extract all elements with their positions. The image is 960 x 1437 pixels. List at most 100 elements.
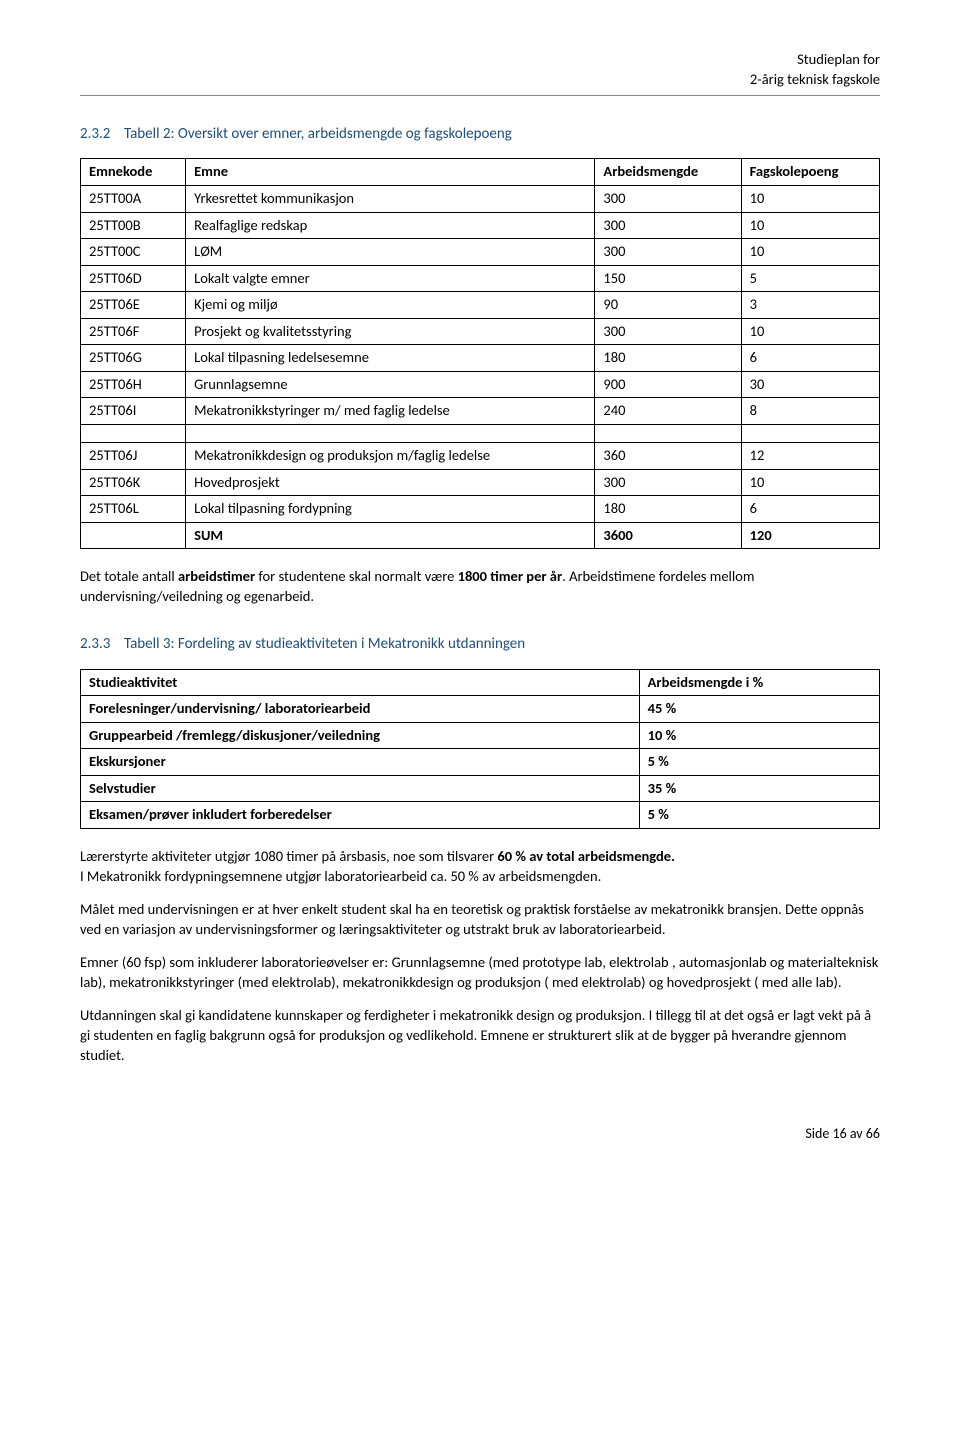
table-cell: 300: [595, 469, 741, 496]
table-row: 25TT06JMekatronikkdesign og produksjon m…: [81, 443, 880, 470]
table-cell: Ekskursjoner: [81, 749, 640, 776]
p-t2-prefix: Det totale antall: [80, 567, 178, 585]
para1-bold: 60 % av total arbeidsmengde.: [497, 847, 675, 865]
table-cell: 10 %: [639, 722, 879, 749]
table-2-sum-row: SUM 3600 120: [81, 522, 880, 549]
table-cell: Lokal tilpasning fordypning: [186, 496, 595, 523]
table-cell: 25TT06E: [81, 292, 186, 319]
header-rule: [80, 95, 880, 96]
table-cell: 5: [741, 265, 879, 292]
table-cell: 25TT06F: [81, 318, 186, 345]
table-row: 25TT06IMekatronikkstyringer m/ med fagli…: [81, 398, 880, 425]
t2-col-emne: Emne: [186, 159, 595, 186]
table-row: Gruppearbeid /fremlegg/diskusjoner/veile…: [81, 722, 880, 749]
table-cell: Forelesninger/undervisning/ laboratoriea…: [81, 696, 640, 723]
table-cell: 25TT06G: [81, 345, 186, 372]
table-3-header-row: Studieaktivitet Arbeidsmengde i %: [81, 669, 880, 696]
para-4: Utdanningen skal gi kandidatene kunnskap…: [80, 1006, 880, 1065]
page-footer: Side 16 av 66: [80, 1125, 880, 1144]
table-cell: 45 %: [639, 696, 879, 723]
t2-col-arbeidsmengde: Arbeidsmengde: [595, 159, 741, 186]
table-cell: 25TT00C: [81, 239, 186, 266]
table-cell: 5 %: [639, 749, 879, 776]
table-cell: Mekatronikkstyringer m/ med faglig ledel…: [186, 398, 595, 425]
table-cell: 6: [741, 345, 879, 372]
table-row: 25TT06FProsjekt og kvalitetsstyring30010: [81, 318, 880, 345]
table-cell: Eksamen/prøver inkludert forberedelser: [81, 802, 640, 829]
table-cell: 360: [595, 443, 741, 470]
table-cell: 300: [595, 239, 741, 266]
table-cell: 25TT06D: [81, 265, 186, 292]
t2-sum-fagskolepoeng: 120: [741, 522, 879, 549]
table-cell: Kjemi og miljø: [186, 292, 595, 319]
table-cell: 35 %: [639, 775, 879, 802]
section-233-title: Tabell 3: Fordeling av studieaktiviteten…: [124, 635, 525, 653]
table-cell: Mekatronikkdesign og produksjon m/faglig…: [186, 443, 595, 470]
table-cell: Hovedprosjekt: [186, 469, 595, 496]
header-line-2: 2-årig teknisk fagskole: [80, 70, 880, 90]
table-cell: 300: [595, 318, 741, 345]
t2-sum-c0: [81, 522, 186, 549]
table-cell: 3: [741, 292, 879, 319]
table-cell: Grunnlagsemne: [186, 371, 595, 398]
table-row: 25TT06KHovedprosjekt30010: [81, 469, 880, 496]
t2-sum-label: SUM: [186, 522, 595, 549]
table-cell: 300: [595, 212, 741, 239]
table-cell: Yrkesrettet kommunikasjon: [186, 185, 595, 212]
t3-col-studieaktivitet: Studieaktivitet: [81, 669, 640, 696]
table-cell: 180: [595, 345, 741, 372]
section-233-number: 2.3.3: [80, 635, 110, 653]
page-header: Studieplan for 2-årig teknisk fagskole: [80, 50, 880, 89]
t3-col-arbeidsmengde: Arbeidsmengde i %: [639, 669, 879, 696]
table-cell: 150: [595, 265, 741, 292]
table-row: 25TT00CLØM30010: [81, 239, 880, 266]
table-cell: 25TT00A: [81, 185, 186, 212]
table-cell: 10: [741, 212, 879, 239]
para-2: Målet med undervisningen er at hver enke…: [80, 900, 880, 939]
table-cell: 25TT06L: [81, 496, 186, 523]
p-t2-mid: for studentene skal normalt være: [255, 567, 457, 585]
table-cell: 6: [741, 496, 879, 523]
table-cell: 10: [741, 185, 879, 212]
table-cell: 300: [595, 185, 741, 212]
header-line-1: Studieplan for: [80, 50, 880, 70]
table-2-spacer: [81, 425, 880, 443]
table-cell: Lokalt valgte emner: [186, 265, 595, 292]
section-232-title: Tabell 2: Oversikt over emner, arbeidsme…: [124, 125, 512, 143]
t2-col-fagskolepoeng: Fagskolepoeng: [741, 159, 879, 186]
table-cell: 12: [741, 443, 879, 470]
table-cell: 25TT06I: [81, 398, 186, 425]
table-row: Ekskursjoner5 %: [81, 749, 880, 776]
table-row: 25TT00AYrkesrettet kommunikasjon30010: [81, 185, 880, 212]
table-cell: 10: [741, 469, 879, 496]
para1-line2: I Mekatronikk fordypningsemnene utgjør l…: [80, 867, 601, 885]
table-cell: LØM: [186, 239, 595, 266]
table-cell: 25TT06H: [81, 371, 186, 398]
table-3: Studieaktivitet Arbeidsmengde i % Forele…: [80, 669, 880, 829]
para-after-table2: Det totale antall arbeidstimer for stude…: [80, 567, 880, 606]
table-cell: 25TT06J: [81, 443, 186, 470]
p-t2-bold2: 1800 timer per år: [458, 567, 563, 585]
table-cell: 8: [741, 398, 879, 425]
table-cell: 10: [741, 239, 879, 266]
section-232-number: 2.3.2: [80, 125, 110, 143]
t2-col-emnekode: Emnekode: [81, 159, 186, 186]
table-row: 25TT06DLokalt valgte emner1505: [81, 265, 880, 292]
table-cell: Realfaglige redskap: [186, 212, 595, 239]
table-row: Eksamen/prøver inkludert forberedelser5 …: [81, 802, 880, 829]
para1-pre: Lærerstyrte aktiviteter utgjør 1080 time…: [80, 847, 497, 865]
table-cell: Lokal tilpasning ledelsesemne: [186, 345, 595, 372]
p-t2-bold1: arbeidstimer: [178, 567, 255, 585]
table-cell: 900: [595, 371, 741, 398]
para-1: Lærerstyrte aktiviteter utgjør 1080 time…: [80, 847, 880, 886]
t2-sum-arbeidsmengde: 3600: [595, 522, 741, 549]
table-cell: 180: [595, 496, 741, 523]
table-cell: 240: [595, 398, 741, 425]
table-cell: Gruppearbeid /fremlegg/diskusjoner/veile…: [81, 722, 640, 749]
table-row: Selvstudier35 %: [81, 775, 880, 802]
table-cell: 5 %: [639, 802, 879, 829]
table-cell: 10: [741, 318, 879, 345]
table-cell: 25TT06K: [81, 469, 186, 496]
table-cell: Selvstudier: [81, 775, 640, 802]
table-2-header-row: Emnekode Emne Arbeidsmengde Fagskolepoen…: [81, 159, 880, 186]
